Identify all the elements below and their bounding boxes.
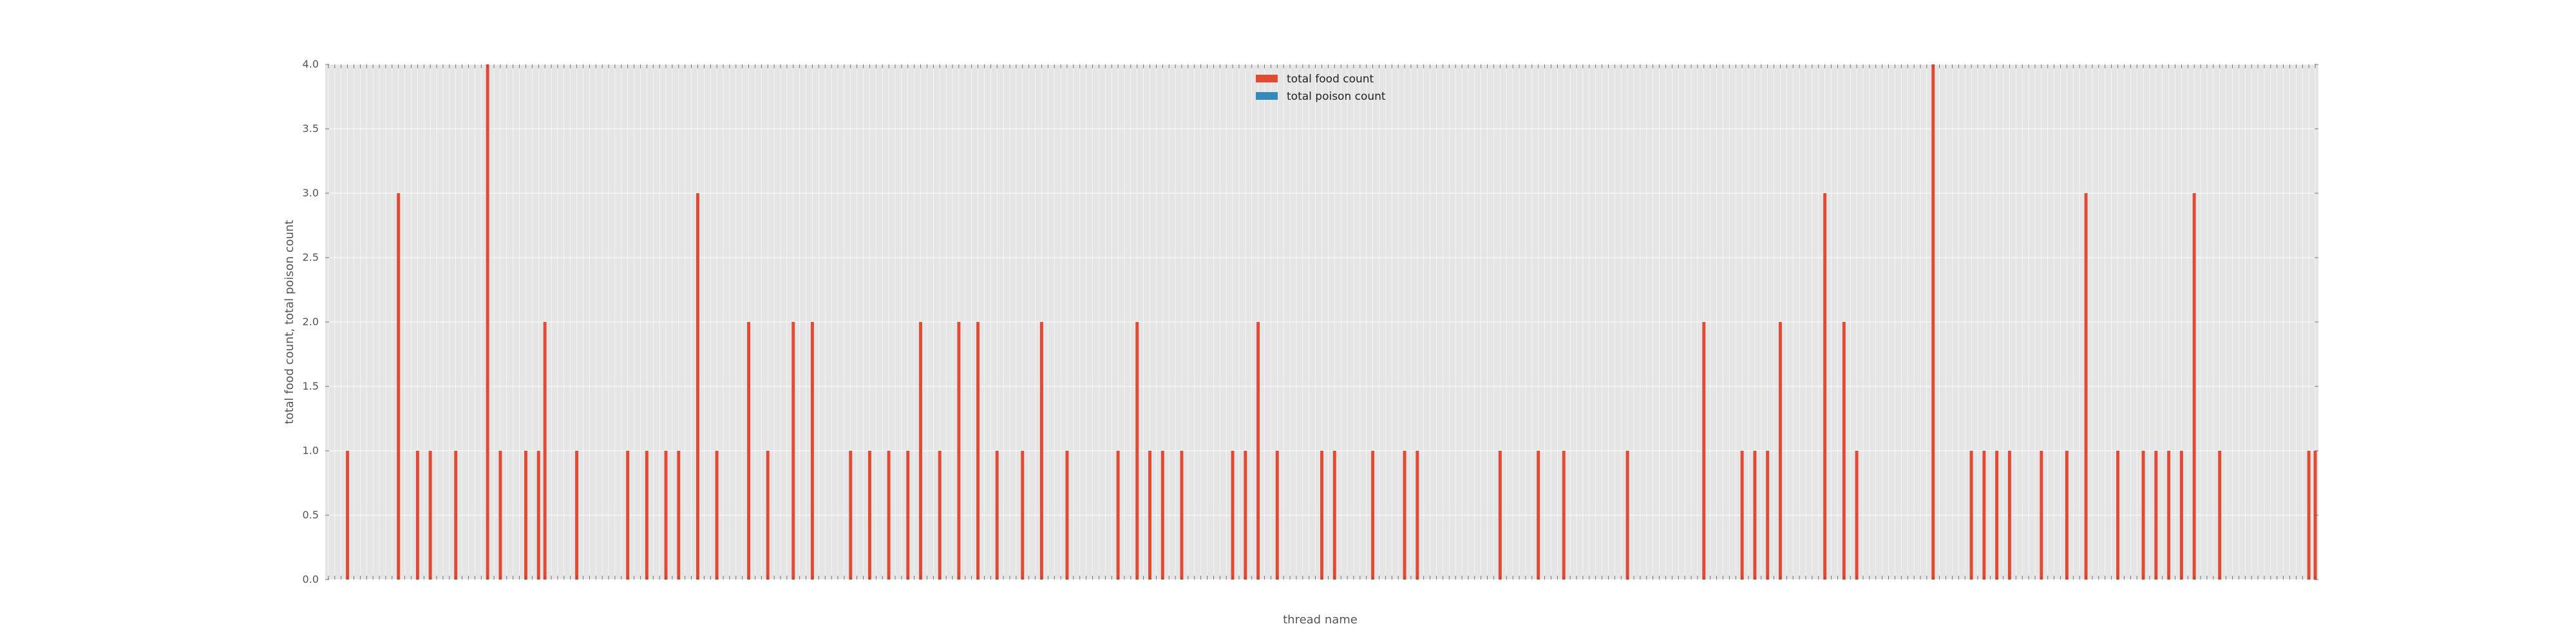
bar-food-count [2167,451,2171,580]
y-tick-label: 0.0 [303,573,319,585]
bar-food-count [1416,451,1419,580]
y-tick-label: 0.5 [303,509,319,521]
bar-food-count [810,322,814,580]
bar-food-count [1256,322,1260,580]
bar-food-count [995,451,999,580]
bars-group [346,64,2317,580]
bar-food-count [2179,451,2183,580]
bar-food-count [575,451,579,580]
grid-lines [325,64,2318,580]
bar-food-count [1135,322,1139,580]
bar-food-count [397,193,401,580]
bar-food-count [1995,451,1999,580]
y-tick-label: 3.5 [303,122,319,135]
bar-food-count [2218,451,2222,580]
bar-food-count [1039,322,1043,580]
y-tick-label: 3.0 [303,187,319,199]
bar-food-count [2040,451,2043,580]
bar-food-count [976,322,980,580]
bar-food-count [1842,322,1846,580]
bar-food-count [1021,451,1025,580]
bar-food-count [1244,451,1247,580]
y-tick-label: 4.0 [303,58,319,70]
bar-food-count [747,322,751,580]
bar-food-count [2116,451,2119,580]
bar-food-count [1855,451,1859,580]
bar-food-count [498,451,502,580]
y-tick-label: 2.5 [303,251,319,263]
bar-food-count [1625,451,1629,580]
y-tick-label: 1.0 [303,444,319,457]
bar-food-count [1931,64,1935,580]
bar-food-count [1403,451,1406,580]
bar-food-count [715,451,719,580]
bar-food-count [867,451,871,580]
bar-food-count [1498,451,1502,580]
bar-food-count [2007,451,2011,580]
bar-food-count [1065,451,1069,580]
bar-food-count [1320,451,1323,580]
bar-food-count [677,451,681,580]
bar-food-count [1231,451,1235,580]
bar-food-count [1537,451,1540,580]
bar-food-count [645,451,649,580]
bar-food-count [1180,451,1184,580]
bar-food-count [1753,451,1757,580]
bar-food-count [2084,193,2088,580]
bar-food-count [1160,451,1164,580]
bar-food-count [957,322,961,580]
bar-food-count [766,451,770,580]
bar-food-count [1823,193,1827,580]
bar-food-count [1982,451,1986,580]
x-axis-label: thread name [1283,613,1358,627]
bar-food-count [849,451,853,580]
bar-food-count [536,451,540,580]
bar-food-count [1702,322,1706,580]
bar-food-count [1740,451,1744,580]
bar-food-count [486,64,489,580]
bar-food-count [2065,451,2069,580]
bar-food-count [1969,451,1973,580]
bar-food-count [906,451,910,580]
y-axis-label: total food count, total poison count [283,220,296,424]
y-axis-ticks: 0.0 0.5 1.0 1.5 2.0 2.5 3.0 3.5 4.0 [303,58,2318,585]
bar-food-count [2192,193,2196,580]
bar-food-count [524,451,527,580]
bar-food-count [919,322,923,580]
legend-swatch-food [1256,75,1278,82]
bar-food-count [1371,451,1375,580]
bar-food-count [1562,451,1566,580]
legend-swatch-poison [1256,92,1278,100]
x-axis-ticks [328,64,2316,580]
bar-food-count [1275,451,1279,580]
bar-food-count [346,451,350,580]
bar-food-count [791,322,795,580]
bar-food-count [1766,451,1770,580]
bar-food-count [1332,451,1336,580]
bar-food-count [415,451,419,580]
bar-food-count [543,322,547,580]
bar-food-count [626,451,630,580]
bar-food-count [938,451,942,580]
legend-label-poison: total poison count [1287,90,1386,103]
bar-food-count [696,193,699,580]
bar-food-count [1778,322,1782,580]
bar-food-count [2141,451,2145,580]
bar-food-count [428,451,432,580]
y-tick-label: 1.5 [303,380,319,392]
bar-food-count [2154,451,2158,580]
bar-food-count [1148,451,1151,580]
legend-label-food: total food count [1287,73,1374,86]
bar-food-count [2307,451,2311,580]
bar-food-count [1116,451,1120,580]
bar-food-count [887,451,891,580]
y-tick-label: 2.0 [303,316,319,328]
legend: total food count total poison count [1256,73,1386,103]
bar-food-count [664,451,668,580]
bar-food-count [454,451,458,580]
